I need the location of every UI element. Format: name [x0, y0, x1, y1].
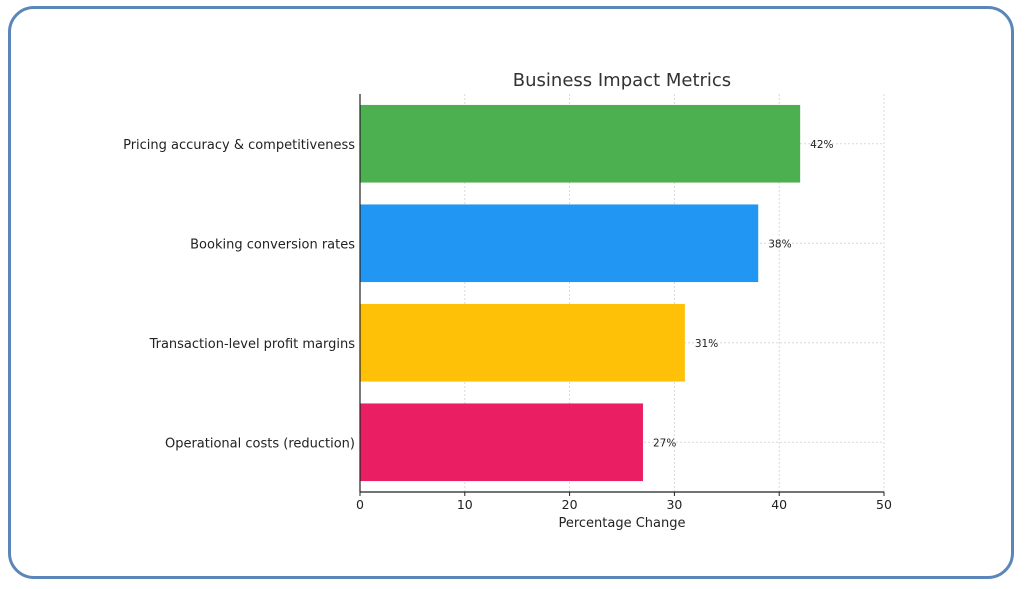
bars	[360, 104, 801, 482]
category-label-2: Booking conversion rates	[190, 237, 355, 252]
value-label-3: 31%	[695, 338, 718, 350]
bar-2	[360, 204, 759, 283]
x-tick-label-50: 50	[876, 497, 892, 512]
bar-1	[360, 104, 801, 183]
category-label-4: Operational costs (reduction)	[165, 436, 355, 451]
category-label-1: Pricing accuracy & competitiveness	[123, 138, 355, 153]
x-tick-label-20: 20	[562, 497, 578, 512]
axes	[359, 94, 884, 493]
value-label-2: 38%	[768, 238, 791, 250]
card-frame	[8, 6, 1014, 579]
category-label-3: Transaction-level profit margins	[149, 337, 356, 352]
x-tick-label-30: 30	[666, 497, 682, 512]
bar-4	[360, 403, 643, 482]
chart-title: Business Impact Metrics	[513, 70, 731, 91]
x-tick-label-0: 0	[356, 497, 364, 512]
x-tick-label-40: 40	[771, 497, 787, 512]
value-labels: 42% 38% 31% 27%	[653, 139, 834, 450]
category-labels: Pricing accuracy & competitiveness Bookin…	[123, 138, 355, 452]
x-tick-label-10: 10	[457, 497, 473, 512]
value-label-1: 42%	[810, 139, 833, 151]
value-label-4: 27%	[653, 437, 676, 449]
x-ticks: 0 10 20 30 40 50	[356, 492, 892, 512]
bar-3	[360, 303, 685, 382]
x-axis-title: Percentage Change	[558, 516, 685, 531]
